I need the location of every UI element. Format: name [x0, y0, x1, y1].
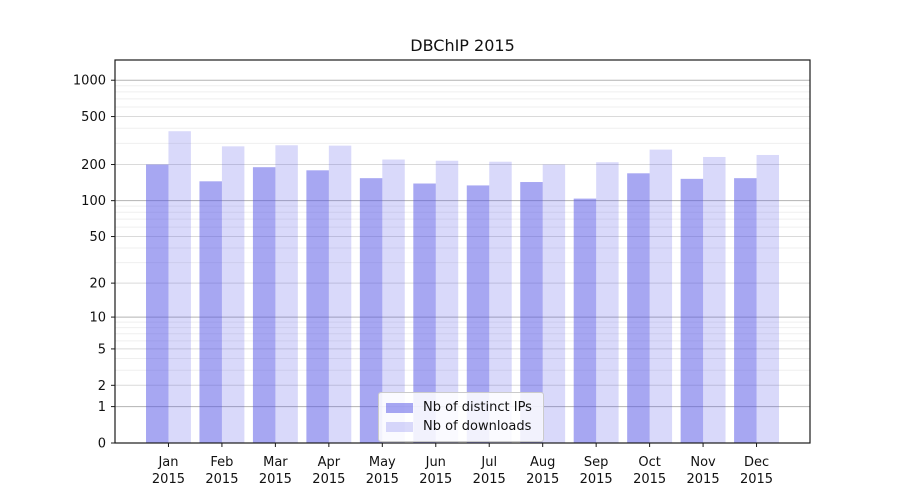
y-tick-label: 2 — [98, 379, 106, 394]
x-tick-label-year: 2015 — [259, 472, 292, 487]
y-tick-label: 5 — [98, 342, 106, 357]
bar-distinct-ips — [573, 198, 597, 443]
x-tick-label-month: Apr — [318, 455, 341, 470]
x-tick-label-year: 2015 — [205, 472, 238, 487]
x-tick-label-month: Aug — [530, 455, 555, 470]
y-tick-label: 200 — [81, 158, 106, 173]
x-tick-label-year: 2015 — [633, 472, 666, 487]
x-tick-label-year: 2015 — [526, 472, 559, 487]
x-tick-label-month: Mar — [263, 455, 288, 470]
bar-distinct-ips — [199, 181, 222, 443]
x-tick-label-month: Dec — [744, 455, 769, 470]
y-tick-label: 500 — [81, 110, 106, 125]
bar-downloads — [542, 164, 566, 443]
y-tick-label: 1 — [98, 400, 106, 415]
bar-distinct-ips — [734, 178, 757, 444]
y-tick-label: 1000 — [73, 74, 106, 89]
x-tick-label-month: Jan — [157, 455, 178, 470]
bar-distinct-ips — [520, 182, 543, 443]
legend-swatch-distinct-ips — [386, 402, 413, 413]
bar-distinct-ips — [359, 178, 383, 444]
bar-downloads — [756, 154, 779, 443]
y-tick-label: 100 — [81, 194, 106, 209]
x-tick-label-year: 2015 — [152, 472, 185, 487]
x-tick-label-month: May — [369, 455, 396, 470]
x-tick-label-year: 2015 — [580, 472, 613, 487]
legend-entry-downloads: Nb of downloads — [386, 418, 535, 435]
bar-distinct-ips — [680, 178, 704, 443]
chart-title: DBChIP 2015 — [410, 36, 515, 55]
x-tick-label-year: 2015 — [419, 472, 452, 487]
legend-entry-distinct-ips: Nb of distinct IPs — [386, 399, 535, 416]
x-tick-label-month: Jul — [480, 455, 497, 470]
bar-downloads — [435, 160, 459, 443]
x-tick-label-month: Feb — [210, 455, 233, 470]
legend-label-downloads: Nb of downloads — [423, 419, 532, 434]
y-tick-label: 20 — [89, 277, 106, 292]
bar-downloads — [275, 145, 298, 444]
bar-downloads — [489, 161, 512, 443]
y-tick-label: 10 — [89, 311, 106, 326]
bar-distinct-ips — [252, 167, 276, 444]
bar-downloads — [382, 159, 405, 443]
x-tick-label-month: Sep — [584, 455, 609, 470]
bar-distinct-ips — [627, 173, 650, 443]
x-tick-label-year: 2015 — [687, 472, 720, 487]
bar-downloads — [596, 162, 619, 443]
bar-distinct-ips — [413, 183, 436, 444]
legend-swatch-downloads — [386, 421, 413, 432]
x-tick-label-month: Nov — [690, 455, 716, 470]
x-tick-label-month: Jun — [425, 455, 446, 470]
x-tick-label-month: Oct — [638, 455, 660, 470]
bar-downloads — [168, 131, 191, 444]
x-tick-label-year: 2015 — [312, 472, 345, 487]
x-tick-label-year: 2015 — [366, 472, 399, 487]
bar-downloads — [221, 146, 245, 444]
x-tick-label-year: 2015 — [740, 472, 773, 487]
bar-downloads — [328, 145, 352, 444]
bar-downloads — [703, 156, 726, 443]
bar-downloads — [649, 149, 673, 444]
x-tick-label-year: 2015 — [473, 472, 506, 487]
plot-border — [114, 59, 811, 444]
legend-label-distinct-ips: Nb of distinct IPs — [423, 400, 532, 415]
bar-distinct-ips — [146, 164, 169, 443]
bar-distinct-ips — [306, 170, 329, 443]
y-tick-label: 0 — [98, 437, 106, 452]
bar-distinct-ips — [466, 185, 490, 443]
y-tick-label: 50 — [89, 230, 106, 245]
legend: Nb of distinct IPs Nb of downloads — [378, 392, 544, 442]
